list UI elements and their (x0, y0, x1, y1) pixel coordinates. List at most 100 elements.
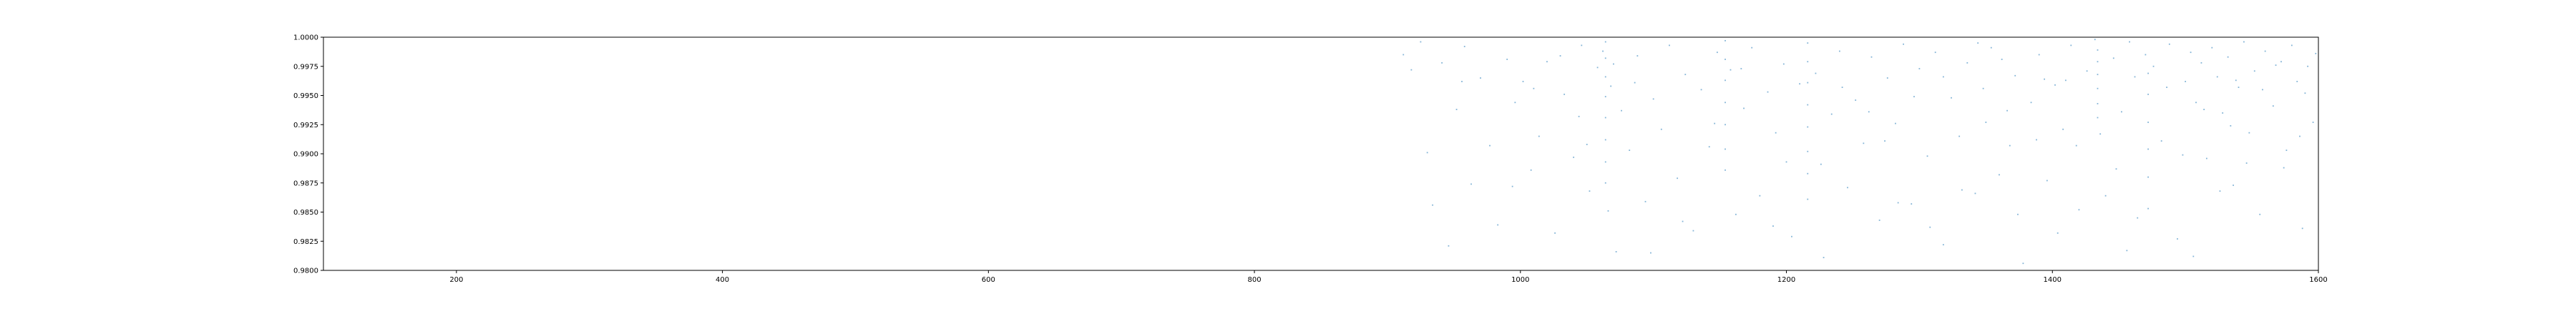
data-point (2038, 54, 2040, 56)
data-point (2009, 144, 2011, 147)
data-point (1604, 41, 1606, 43)
data-point (1974, 192, 1976, 195)
data-point (1613, 63, 1614, 65)
data-point (1807, 82, 1809, 84)
data-point (2245, 162, 2248, 164)
data-point (2147, 122, 2149, 123)
data-point (1604, 57, 1606, 59)
data-point (2097, 74, 2099, 76)
x-tick-label: 1000 (1511, 276, 1529, 284)
data-point (1586, 144, 1588, 145)
y-tick-label: 0.9975 (293, 63, 318, 71)
data-point (1838, 50, 1840, 52)
data-point (1868, 111, 1870, 113)
data-point (2137, 217, 2139, 219)
data-point (2283, 167, 2285, 169)
data-point (2044, 78, 2046, 80)
data-point (1615, 251, 1617, 252)
data-point (1897, 202, 1899, 204)
data-point (1942, 76, 1944, 78)
data-point (1530, 169, 1532, 171)
x-tick-label: 1600 (2309, 276, 2327, 284)
data-point (1684, 74, 1687, 76)
x-tick-label: 400 (716, 276, 729, 284)
data-point (1807, 61, 1809, 63)
data-point (1724, 102, 1726, 104)
data-point (2001, 59, 2003, 60)
data-point (1652, 98, 1654, 100)
data-point (2147, 93, 2149, 95)
data-point (2185, 81, 2187, 82)
data-point (1636, 55, 1639, 57)
data-point (2017, 213, 2019, 215)
data-point (2006, 109, 2008, 112)
data-point (1913, 96, 1915, 98)
data-point (1903, 43, 1904, 45)
data-point (2147, 72, 2149, 74)
data-point (2312, 122, 2314, 123)
data-point (2097, 49, 2099, 51)
data-point (1554, 232, 1556, 234)
data-point (2205, 157, 2207, 160)
x-tick-label: 800 (1248, 276, 1262, 284)
data-point (2253, 70, 2255, 72)
data-point (1999, 174, 2000, 176)
data-point (1441, 62, 1443, 64)
data-point (1807, 126, 1809, 128)
data-point (1538, 135, 1540, 137)
data-point (1958, 135, 1961, 137)
data-point (2301, 227, 2303, 230)
data-point (1607, 210, 1609, 212)
y-tick-label: 0.9925 (293, 122, 318, 129)
y-tick-label: 0.9850 (293, 209, 318, 217)
data-point (2046, 180, 2048, 182)
data-point (2112, 57, 2114, 59)
data-point (2166, 87, 2168, 88)
data-point (1759, 195, 1761, 197)
data-point (1929, 226, 1931, 228)
data-point (1767, 91, 1769, 93)
data-point (2211, 46, 2213, 49)
data-point (1870, 56, 1873, 58)
data-point (1497, 224, 1499, 226)
data-point (1533, 87, 1535, 89)
data-point (1604, 76, 1606, 78)
data-point (2134, 76, 2136, 78)
data-point (1455, 109, 1458, 110)
data-point (1621, 109, 1622, 112)
data-point (1807, 172, 1809, 175)
data-point (1918, 68, 1921, 69)
data-point (2238, 87, 2240, 88)
y-tick-label: 0.9950 (293, 92, 318, 100)
data-point (1682, 220, 1684, 222)
data-point (2296, 81, 2298, 82)
data-point (1855, 99, 1857, 101)
data-point (1448, 245, 1450, 247)
data-point (1589, 190, 1591, 192)
data-point (2086, 70, 2088, 72)
data-point (2299, 135, 2301, 137)
data-point (2014, 74, 2016, 77)
data-point (2219, 190, 2221, 192)
data-point (1884, 140, 1885, 142)
plot-frame (323, 36, 2319, 271)
data-point (1807, 198, 1809, 200)
data-point (2147, 176, 2149, 178)
data-point (1610, 85, 1612, 87)
data-point (1942, 244, 1944, 246)
data-point (2104, 195, 2107, 197)
data-point (2275, 64, 2277, 67)
data-point (2036, 139, 2037, 141)
y-tick-label: 0.9825 (293, 238, 318, 246)
data-point (2168, 43, 2170, 45)
data-point (2222, 112, 2224, 114)
data-point (1799, 83, 1801, 85)
data-point (1602, 50, 1604, 52)
data-point (1847, 187, 1848, 189)
data-point (1724, 39, 1726, 41)
data-point (1735, 213, 1737, 215)
data-point (1729, 69, 1732, 71)
data-point (1578, 115, 1580, 117)
data-point (2243, 41, 2245, 43)
